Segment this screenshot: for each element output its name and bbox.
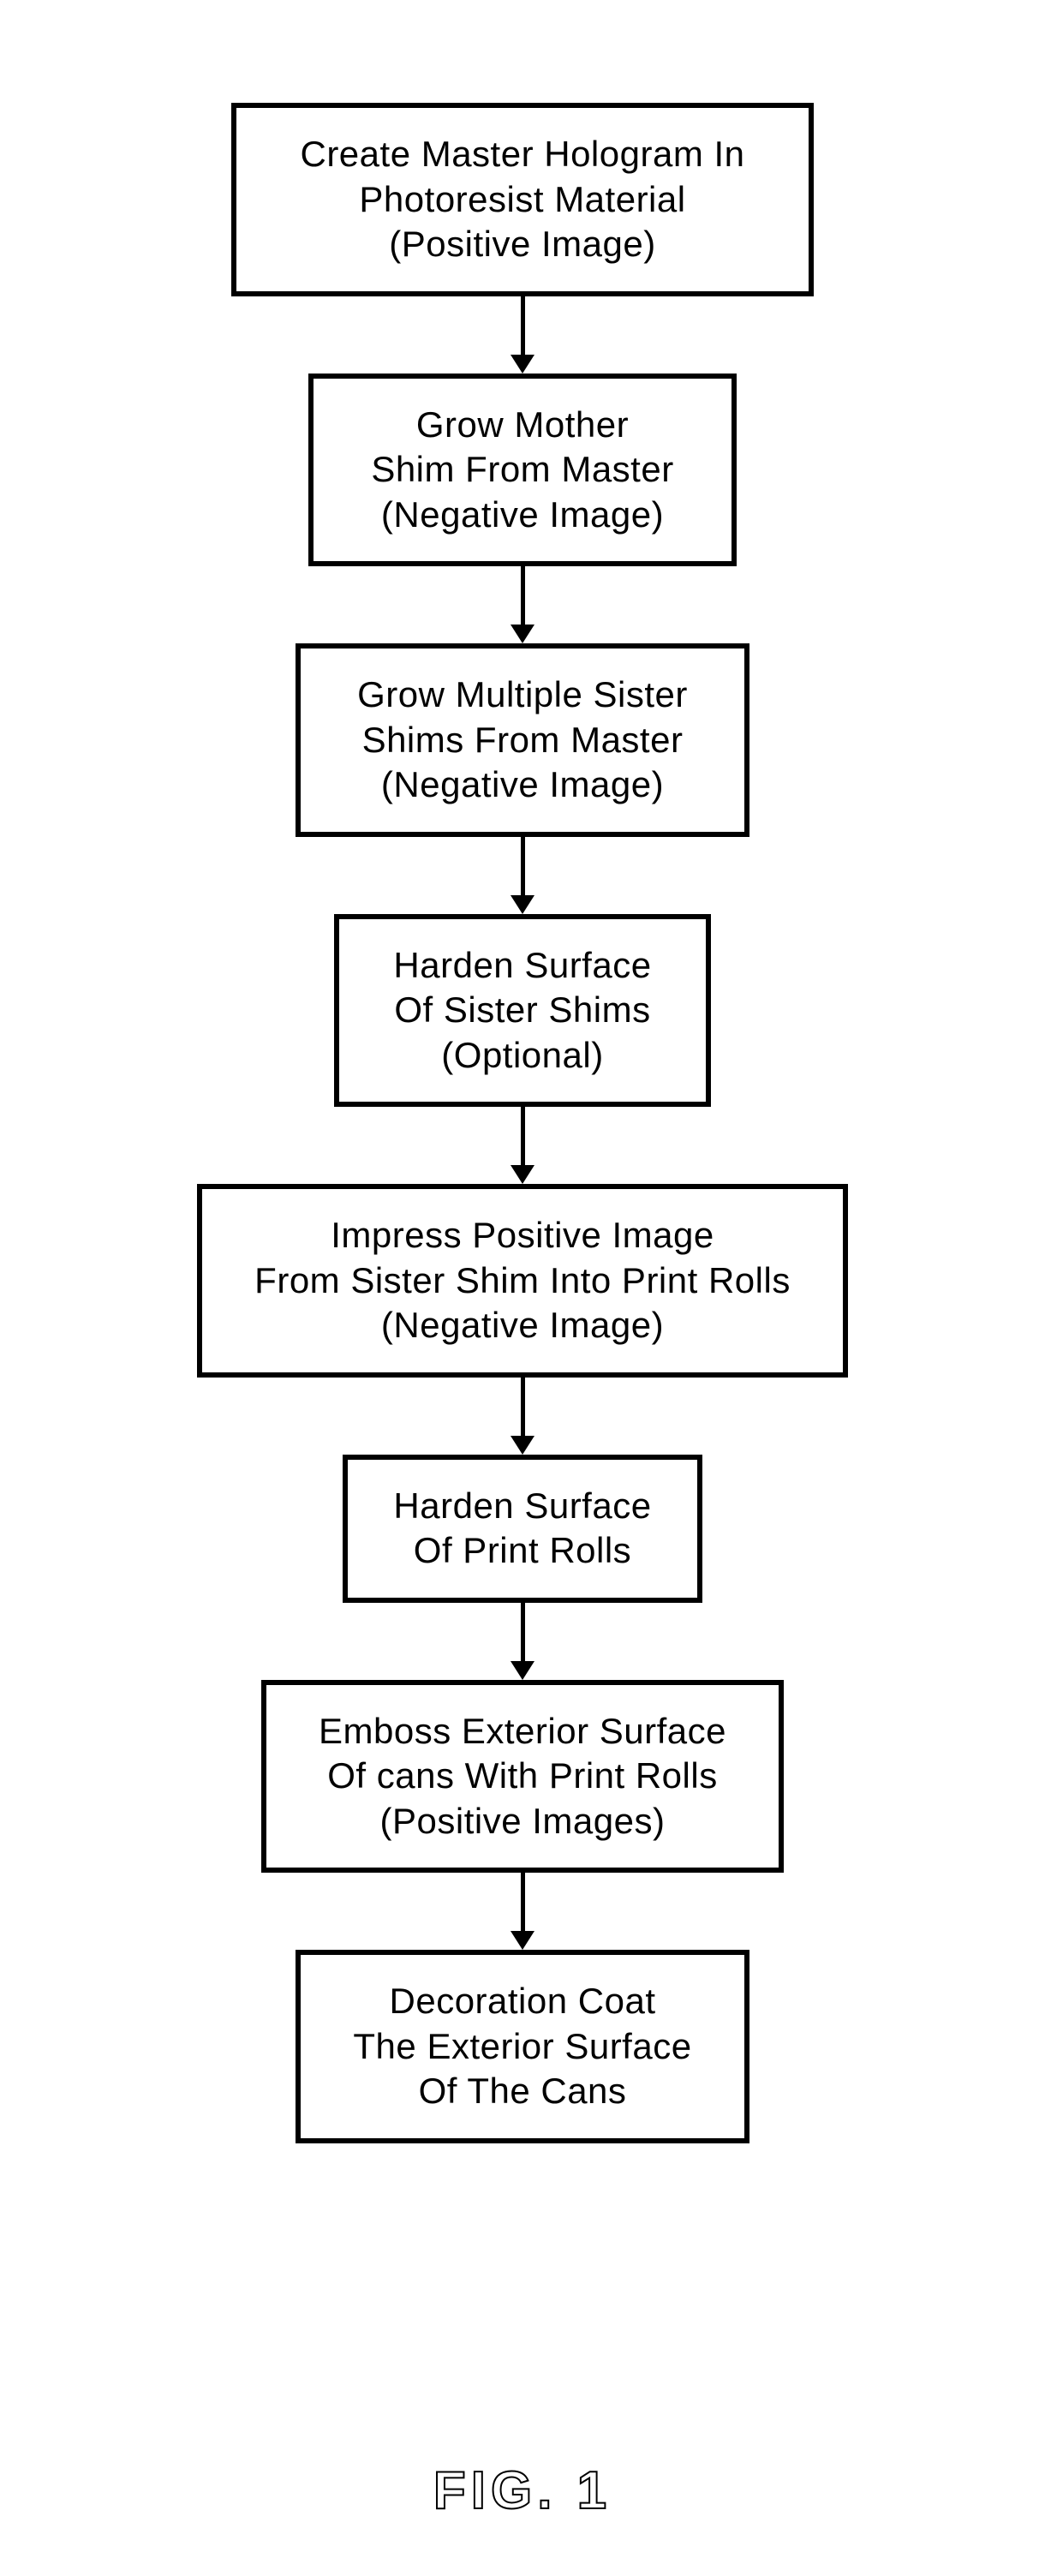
flow-arrow <box>511 1603 534 1680</box>
flow-node-n5: Impress Positive ImageFrom Sister Shim I… <box>197 1184 848 1378</box>
flowchart-container: Create Master Hologram InPhotoresist Mat… <box>197 103 848 2143</box>
flow-node-line: (Positive Image) <box>271 222 774 267</box>
arrow-head-icon <box>511 355 534 374</box>
flow-node-line: (Negative Image) <box>335 762 710 808</box>
flow-node-line: Harden Surface <box>373 943 672 989</box>
arrow-head-icon <box>511 1661 534 1680</box>
arrow-head-icon <box>511 1165 534 1184</box>
flow-node-line: Impress Positive Image <box>236 1213 809 1258</box>
flow-node-line: From Sister Shim Into Print Rolls <box>236 1258 809 1304</box>
flow-node-line: The Exterior Surface <box>335 2024 710 2070</box>
flow-arrow <box>511 296 534 374</box>
flow-node-line: (Negative Image) <box>236 1303 809 1348</box>
arrow-head-icon <box>511 625 534 643</box>
flow-node-line: Of Print Rolls <box>382 1528 663 1574</box>
flow-node-line: Emboss Exterior Surface <box>301 1709 744 1754</box>
arrow-line <box>521 1107 525 1165</box>
arrow-line <box>521 566 525 625</box>
flow-node-n2: Grow MotherShim From Master(Negative Ima… <box>308 374 737 567</box>
flow-arrow <box>511 1107 534 1184</box>
flow-arrow <box>511 837 534 914</box>
flow-node-line: Of Sister Shims <box>373 988 672 1033</box>
arrow-line <box>521 1378 525 1436</box>
arrow-line <box>521 1873 525 1931</box>
flow-arrow <box>511 1378 534 1455</box>
flow-node-line: Shims From Master <box>335 718 710 763</box>
flow-node-line: (Optional) <box>373 1033 672 1079</box>
flow-arrow <box>511 566 534 643</box>
flow-node-line: Create Master Hologram In <box>271 132 774 177</box>
flow-node-line: Shim From Master <box>348 447 697 493</box>
flow-node-line: Grow Mother <box>348 403 697 448</box>
flow-node-n3: Grow Multiple SisterShims From Master(Ne… <box>296 643 749 837</box>
flow-arrow <box>511 1873 534 1950</box>
flow-node-n8: Decoration CoatThe Exterior SurfaceOf Th… <box>296 1950 749 2143</box>
figure-label-text: FIG. 1 <box>433 2461 612 2520</box>
flow-node-line: Harden Surface <box>382 1484 663 1529</box>
arrow-line <box>521 837 525 895</box>
flow-node-n4: Harden SurfaceOf Sister Shims(Optional) <box>334 914 711 1108</box>
flow-node-n7: Emboss Exterior SurfaceOf cans With Prin… <box>261 1680 784 1874</box>
arrow-line <box>521 296 525 355</box>
flow-node-line: (Negative Image) <box>348 493 697 538</box>
flow-node-line: Decoration Coat <box>335 1979 710 2024</box>
flow-node-line: Of The Cans <box>335 2069 710 2114</box>
arrow-line <box>521 1603 525 1661</box>
flow-node-line: Photoresist Material <box>271 177 774 223</box>
flow-node-n6: Harden SurfaceOf Print Rolls <box>343 1455 702 1603</box>
arrow-head-icon <box>511 1436 534 1455</box>
flow-node-line: Grow Multiple Sister <box>335 672 710 718</box>
flow-node-n1: Create Master Hologram InPhotoresist Mat… <box>231 103 814 296</box>
arrow-head-icon <box>511 895 534 914</box>
figure-label: FIG. 1 <box>433 2460 612 2525</box>
flow-node-line: Of cans With Print Rolls <box>301 1754 744 1799</box>
flow-node-line: (Positive Images) <box>301 1799 744 1844</box>
arrow-head-icon <box>511 1931 534 1950</box>
